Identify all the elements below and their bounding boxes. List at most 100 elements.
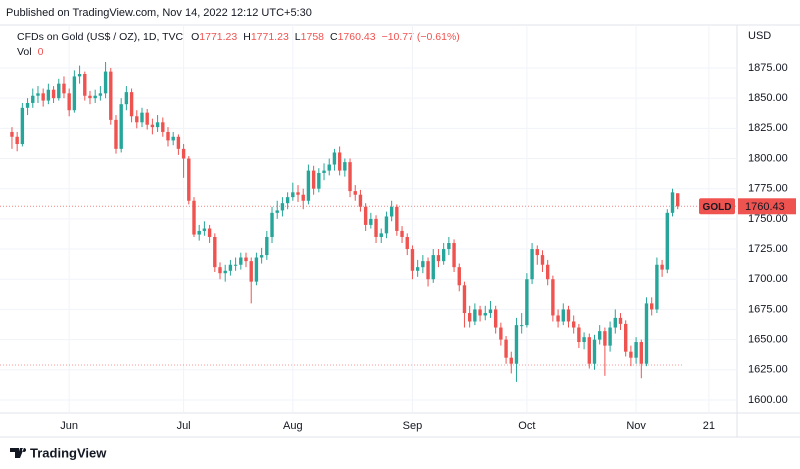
candle-body [514, 325, 519, 364]
candle-body [161, 122, 165, 132]
volume-value: 0 [38, 46, 44, 58]
candle-body [46, 89, 51, 101]
x-tick-label: Oct [518, 420, 535, 432]
candle-body [369, 218, 373, 225]
candle-body [332, 152, 337, 165]
candle-body [457, 267, 461, 286]
candle-body [223, 270, 227, 274]
candle-body [504, 339, 508, 358]
plot [0, 25, 737, 413]
volume-line: Vol 0 [17, 46, 44, 58]
footer-brand: TradingView [30, 445, 107, 460]
candle-body [676, 193, 680, 207]
candle-body [483, 313, 487, 316]
candle-body [20, 107, 25, 145]
y-tick-label: 1700.00 [748, 273, 788, 285]
candle-body [530, 249, 534, 280]
candle-body [171, 136, 175, 141]
candle-body [166, 131, 170, 141]
candle-body [389, 206, 394, 217]
candle-body [535, 249, 539, 256]
candle-body [587, 337, 591, 364]
candle-body [311, 170, 316, 189]
candle-body [379, 233, 383, 237]
candle-body [561, 309, 565, 322]
candle-body [88, 95, 92, 99]
legend: CFDs on Gold (US$ / OZ), 1D, TVC O1771.23… [17, 31, 460, 58]
candle-body [207, 228, 212, 237]
candle-body [228, 264, 233, 271]
y-tick-label: 1600.00 [748, 394, 788, 406]
candle-body [577, 327, 581, 343]
candle-body [192, 200, 196, 235]
candle-body [103, 71, 108, 94]
candle-body [400, 230, 404, 237]
candle-body [629, 351, 633, 358]
candle-body [670, 192, 675, 213]
candle-body [613, 317, 617, 328]
candle-body [124, 92, 129, 105]
ohlc-label: H [243, 31, 251, 43]
ohlc-value: 1760.43 [338, 31, 376, 43]
candle-body [327, 164, 331, 171]
candle-body [285, 197, 290, 204]
candle-body [436, 255, 441, 262]
candle-body [83, 74, 87, 96]
x-tick-label: Jun [60, 420, 78, 432]
candle-body [306, 170, 311, 201]
candle-body [109, 71, 113, 120]
ohlc-label: L [295, 31, 301, 43]
candle-body [441, 249, 446, 262]
candle-body [322, 170, 326, 173]
price-label: 1760.43 [745, 201, 785, 213]
candle-body [343, 162, 347, 171]
candle-body [363, 206, 368, 225]
candle-body [249, 261, 253, 282]
change: −10.77 (−0.61%) [382, 31, 460, 43]
candle-body [540, 255, 545, 265]
x-tick-label: 21 [703, 420, 715, 432]
y-tick-label: 1875.00 [748, 62, 788, 74]
candle-body [62, 83, 66, 94]
candle-body [129, 92, 134, 117]
x-tick-label: Jul [177, 420, 191, 432]
candle-body [176, 136, 181, 149]
candle-body [509, 357, 513, 364]
candle-body [519, 325, 524, 327]
candle-body [41, 93, 45, 101]
footer: TradingView [10, 445, 107, 460]
candle-body [551, 279, 555, 316]
candle-body [499, 327, 503, 340]
candle-body [317, 172, 321, 189]
candle-body [447, 243, 451, 250]
candle-body [239, 257, 243, 265]
candle-body [301, 194, 305, 201]
candle-body [374, 218, 378, 237]
y-tick-label: 1725.00 [748, 243, 788, 255]
candle-body [213, 236, 217, 268]
candle-body [452, 243, 456, 268]
candle-body [608, 327, 612, 346]
candle-body [556, 315, 560, 322]
candle-body [660, 264, 664, 270]
candle-body [603, 331, 607, 346]
candle-body [462, 285, 467, 314]
candle-body [135, 116, 139, 123]
y-tick-label: 1650.00 [748, 334, 788, 346]
y-tick-label: 1825.00 [748, 122, 788, 134]
candle-body [119, 104, 123, 149]
candle-body [233, 264, 238, 266]
candle-body [291, 192, 295, 198]
candle-body [275, 210, 279, 213]
candle-body [358, 194, 363, 207]
candle-body [634, 342, 638, 358]
candle-body [10, 131, 14, 137]
candle-body [467, 313, 472, 322]
candle-body [140, 112, 144, 123]
candle-body [155, 122, 160, 128]
candle-body [405, 236, 409, 250]
candle-body [545, 264, 550, 280]
candle-body [145, 112, 149, 125]
candle-body [665, 212, 670, 270]
